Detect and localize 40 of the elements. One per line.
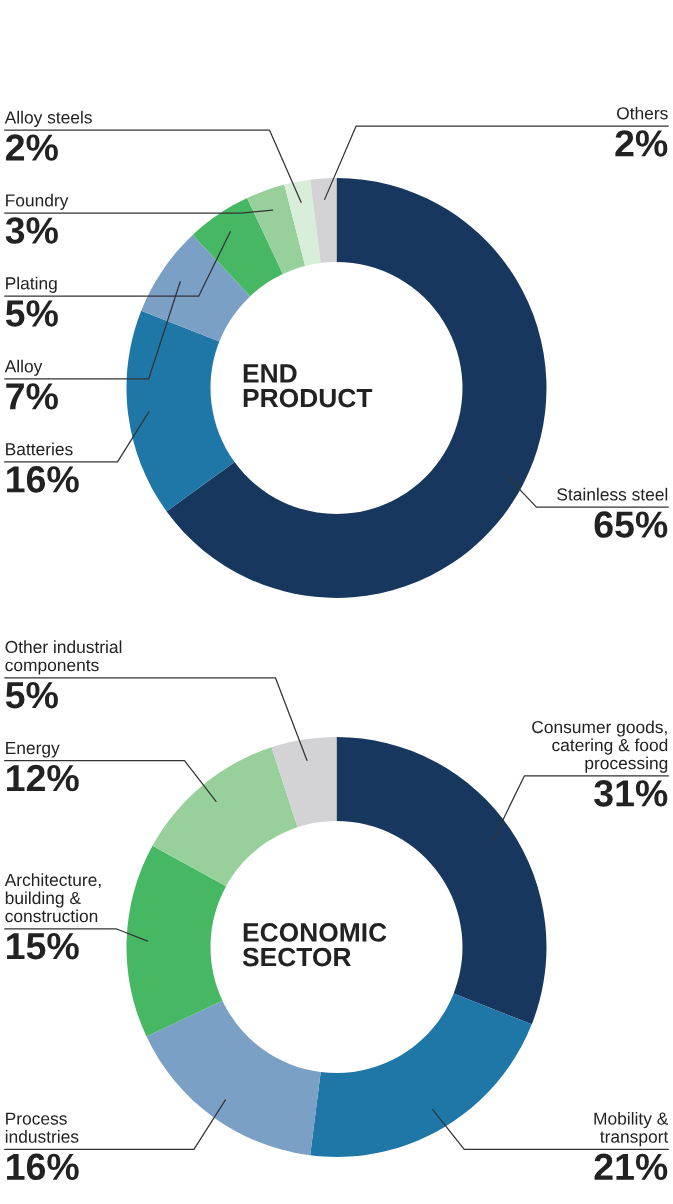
slice-label: Others	[617, 106, 668, 120]
donut-slice	[271, 737, 337, 828]
donut-slice	[126, 845, 227, 1037]
slice-label: Architecture, building & construction	[4, 873, 101, 923]
slice-label: Stainless steel	[557, 487, 668, 501]
donut-slice	[192, 197, 283, 297]
slice-label: Process industries	[5, 1112, 79, 1143]
data-label: 5%	[5, 300, 58, 327]
donut-slice	[166, 178, 547, 598]
data-label: 3%	[5, 217, 58, 244]
donut-slice	[146, 1000, 321, 1156]
slice-label: Alloy	[4, 359, 43, 376]
donut-slice	[310, 993, 532, 1157]
slice-label: Mobility & transport	[594, 1112, 669, 1147]
data-label: 2%	[6, 134, 58, 161]
slice-label: Foundry	[6, 193, 69, 210]
data-label: 16%	[7, 1153, 79, 1181]
slice-label: Consumer goods, catering & food processing	[532, 720, 668, 773]
data-label: 15%	[7, 933, 79, 960]
data-label: 21%	[594, 1153, 668, 1181]
text: ECONOMIC SECTOR	[242, 923, 387, 967]
donut-slice	[247, 184, 306, 274]
donut-slice	[126, 310, 235, 512]
data-label: 5%	[5, 682, 58, 709]
slice-label: Plating	[6, 276, 57, 293]
data-label: 2%	[615, 130, 668, 157]
donut-slice	[284, 179, 321, 266]
data-label: 16%	[7, 466, 79, 493]
data-label: 65%	[594, 511, 668, 538]
donut-slice	[310, 178, 337, 263]
slice-label: Other industrial components	[5, 640, 122, 675]
slice-label: Alloy steels	[4, 110, 92, 127]
text: END PRODUCT	[243, 364, 373, 408]
data-label: 7%	[6, 383, 58, 410]
data-label: 31%	[594, 780, 668, 807]
data-label: 12%	[7, 764, 79, 792]
slice-label: Batteries	[6, 442, 73, 456]
donut-slice	[152, 747, 298, 887]
donut-slice	[141, 234, 251, 342]
slice-label: Energy	[6, 742, 60, 758]
